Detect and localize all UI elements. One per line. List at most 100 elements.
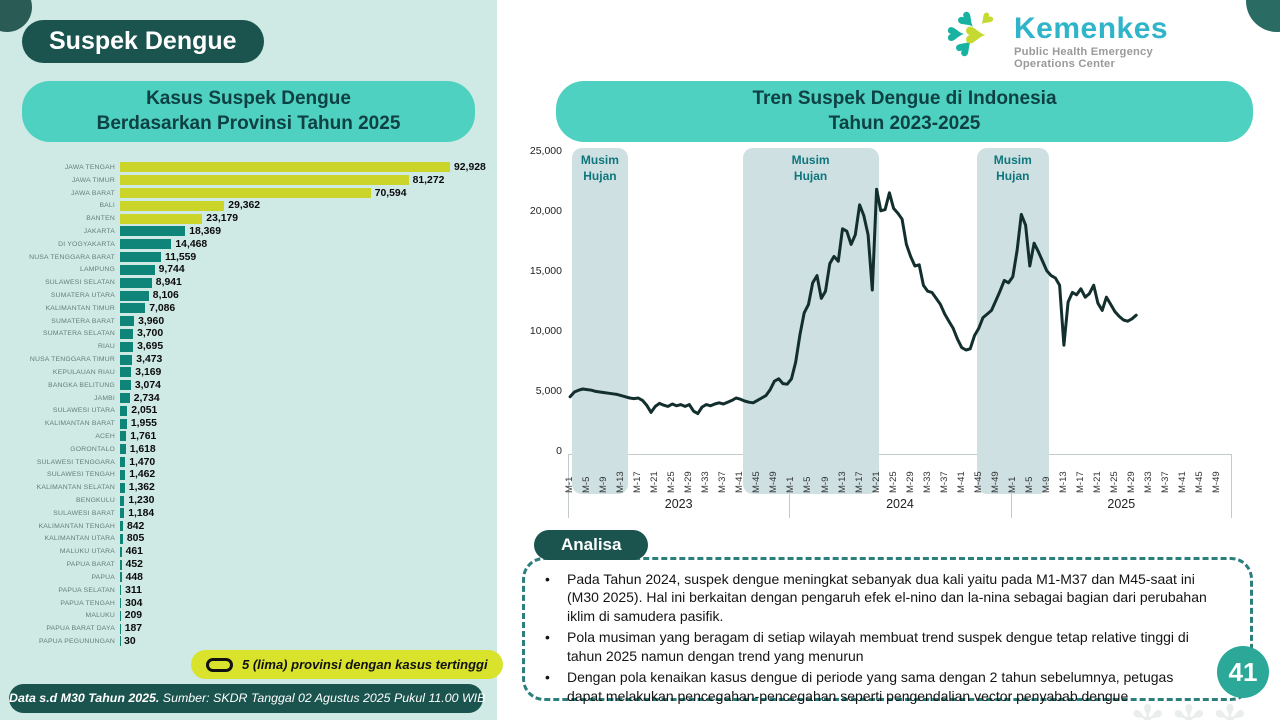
province-value: 1,470 — [129, 456, 156, 468]
province-value: 842 — [127, 520, 145, 532]
bar-row: PAPUA SELATAN 311 — [0, 584, 497, 597]
province-value: 18,369 — [189, 225, 221, 237]
province-value: 29,362 — [228, 200, 261, 212]
x-axis-tick-label: M-17 — [632, 471, 644, 493]
x-axis-tick-label: M-25 — [1108, 471, 1120, 493]
y-axis-tick-label: 0 — [556, 445, 562, 457]
analysis-bullet: Pola musiman yang beragam di setiap wila… — [537, 628, 1210, 665]
bar-row: RIAU 3,695 — [0, 340, 497, 353]
province-label: SULAWESI TENGAH — [47, 471, 115, 479]
province-bar — [120, 444, 126, 455]
province-value: 14,468 — [175, 238, 208, 250]
province-label: KALIMANTAN SELATAN — [36, 484, 115, 492]
x-axis-tick-label: M-1 — [564, 476, 576, 493]
bar-row: JAMBI 2,734 — [0, 392, 497, 405]
province-value: 448 — [125, 571, 143, 583]
y-axis-tick-label: 10,000 — [529, 325, 562, 337]
province-bar — [120, 303, 146, 314]
province-value: 1,230 — [128, 495, 155, 507]
province-label: MALUKU UTARA — [59, 548, 115, 556]
x-axis-tick-label: M-29 — [1125, 471, 1137, 493]
bar-row: BANGKA BELITUNG 3,074 — [0, 379, 497, 392]
bar-row: KALIMANTAN TENGAH 842 — [0, 520, 497, 533]
bar-row: PAPUA 448 — [0, 571, 497, 584]
logo-brand-name: Kemenkes — [1014, 12, 1169, 45]
province-label: SUMATERA SELATAN — [43, 330, 115, 338]
y-axis-tick-label: 25,000 — [529, 145, 562, 157]
province-label: ACEH — [95, 432, 115, 440]
page-number-badge: 41 — [1217, 646, 1269, 698]
x-axis-tick-label: M-37 — [717, 471, 729, 493]
province-label: GORONTALO — [70, 445, 115, 453]
province-bar — [120, 508, 125, 519]
x-axis-tick-label: M-29 — [683, 471, 695, 493]
y-axis-tick-label: 5,000 — [535, 385, 562, 397]
province-label: SULAWESI TENGGARA — [36, 458, 115, 466]
legend-label: 5 (lima) provinsi dengan kasus tertinggi — [242, 657, 488, 672]
province-label: PAPUA BARAT DAYA — [46, 625, 115, 633]
x-axis-tick-label: M-45 — [1194, 471, 1206, 493]
province-value: 3,695 — [137, 341, 164, 353]
province-label: SULAWESI SELATAN — [45, 279, 115, 287]
bar-chart-legend: 5 (lima) provinsi dengan kasus tertinggi — [191, 650, 503, 679]
province-bar — [120, 354, 133, 365]
province-bar — [120, 175, 409, 186]
province-value: 2,051 — [131, 405, 158, 417]
province-value: 1,761 — [130, 430, 157, 442]
x-axis-tick-label: M-41 — [955, 471, 967, 493]
bar-row: BALI 29,362 — [0, 199, 497, 212]
province-bar — [120, 559, 122, 570]
province-value: 452 — [125, 559, 143, 571]
province-value: 30 — [124, 635, 136, 647]
bar-row: NUSA TENGGARA BARAT 11,559 — [0, 251, 497, 264]
x-axis-tick-label: M-13 — [615, 471, 627, 493]
province-value: 187 — [124, 623, 143, 635]
province-bar — [120, 457, 126, 468]
province-bar — [120, 521, 123, 532]
province-value: 7,086 — [149, 302, 176, 314]
province-label: KALIMANTAN TENGAH — [38, 522, 115, 530]
province-value: 3,074 — [134, 379, 161, 391]
x-axis-tick-label: M-9 — [819, 476, 831, 493]
province-bar — [120, 328, 134, 339]
analysis-bullet-list: Pada Tahun 2024, suspek dengue meningkat… — [537, 570, 1210, 705]
y-axis-tick-label: 15,000 — [529, 265, 562, 277]
province-bar — [120, 431, 127, 442]
province-bar — [120, 393, 130, 404]
bar-chart-title: Kasus Suspek Dengue Berdasarkan Provinsi… — [22, 81, 475, 142]
province-value: 70,594 — [374, 187, 407, 199]
province-bar — [120, 418, 127, 429]
suspek-dengue-trend-line — [568, 187, 1138, 416]
x-axis-tick-label: M-29 — [904, 471, 916, 493]
province-value: 209 — [124, 610, 143, 622]
province-bar — [120, 188, 371, 199]
x-axis-tick-label: M-37 — [938, 471, 950, 493]
province-bar — [120, 598, 122, 609]
analysis-bullet: Dengan pola kenaikan kasus dengue di per… — [537, 668, 1210, 705]
page-title: Suspek Dengue — [22, 20, 264, 63]
province-label: SUMATERA BARAT — [51, 317, 115, 325]
bar-row: KALIMANTAN BARAT 1,955 — [0, 417, 497, 430]
province-value: 1,184 — [128, 507, 155, 519]
x-axis-tick-label: M-1 — [1006, 476, 1018, 493]
province-bar — [120, 162, 450, 173]
bar-row: PAPUA PEGUNUNGAN 30 — [0, 635, 497, 648]
province-value: 1,362 — [128, 482, 155, 494]
province-label: JAMBI — [93, 394, 115, 402]
province-value: 11,559 — [165, 251, 197, 263]
trend-chart-title: Tren Suspek Dengue di Indonesia Tahun 20… — [556, 81, 1253, 142]
corner-decoration-top-right — [1246, 0, 1280, 32]
province-label: PAPUA PEGUNUNGAN — [39, 637, 115, 645]
province-bar — [120, 572, 122, 583]
bar-row: KALIMANTAN UTARA 805 — [0, 533, 497, 546]
province-label: BENGKULU — [76, 497, 115, 505]
province-bar — [120, 495, 125, 506]
province-bar — [120, 482, 125, 493]
x-axis-tick-label: M-17 — [1074, 471, 1086, 493]
province-bar — [120, 623, 121, 634]
year-separator-line — [568, 454, 569, 518]
province-bar — [120, 252, 161, 263]
province-bar — [120, 469, 126, 480]
province-bar — [120, 290, 149, 301]
province-value: 3,700 — [137, 328, 164, 340]
